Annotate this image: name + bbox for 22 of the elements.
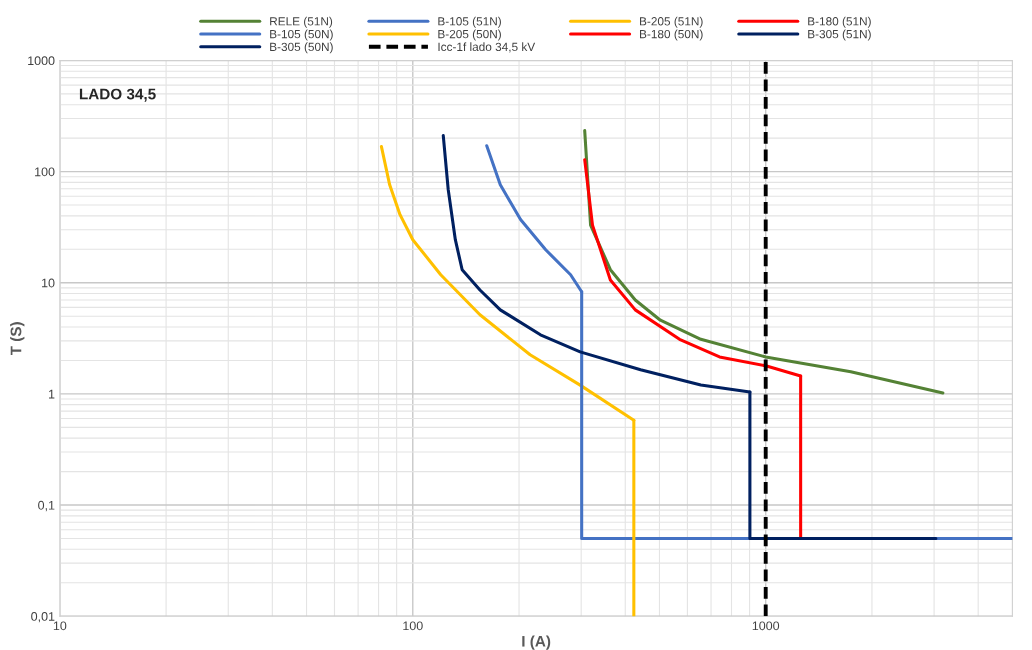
y-tick-label: 0,1 xyxy=(38,500,55,512)
legend-label: B-105 (51N) xyxy=(438,16,501,28)
legend-label: RELE (51N) xyxy=(270,16,333,28)
x-tick-label: 100 xyxy=(403,621,423,631)
y-tick-label: 100 xyxy=(35,167,55,177)
legend-label: B-305 (50N) xyxy=(270,42,333,54)
x-tick-label: 10 xyxy=(53,621,67,631)
x-axis-title: I (A) xyxy=(522,635,551,650)
y-axis-title: T (S) xyxy=(10,322,25,356)
legend-label: B-105 (50N) xyxy=(270,29,333,41)
x-tick-label: 1000 xyxy=(752,621,780,631)
legend-label: Icc-1f lado 34,5 kV xyxy=(438,42,536,53)
y-tick-label: 10 xyxy=(42,278,55,288)
legend-label: B-205 (51N) xyxy=(640,16,703,28)
y-tick-label: 1 xyxy=(49,389,55,399)
legend-label: B-205 (50N) xyxy=(438,29,501,41)
legend-label: B-305 (51N) xyxy=(808,29,871,41)
y-tick-label: 1000 xyxy=(28,56,55,66)
y-tick-label: 0,01 xyxy=(31,612,55,623)
legend-label: B-180 (51N) xyxy=(808,16,871,28)
legend-label: B-180 (50N) xyxy=(640,29,703,41)
annotation: LADO 34,5 xyxy=(79,88,156,102)
